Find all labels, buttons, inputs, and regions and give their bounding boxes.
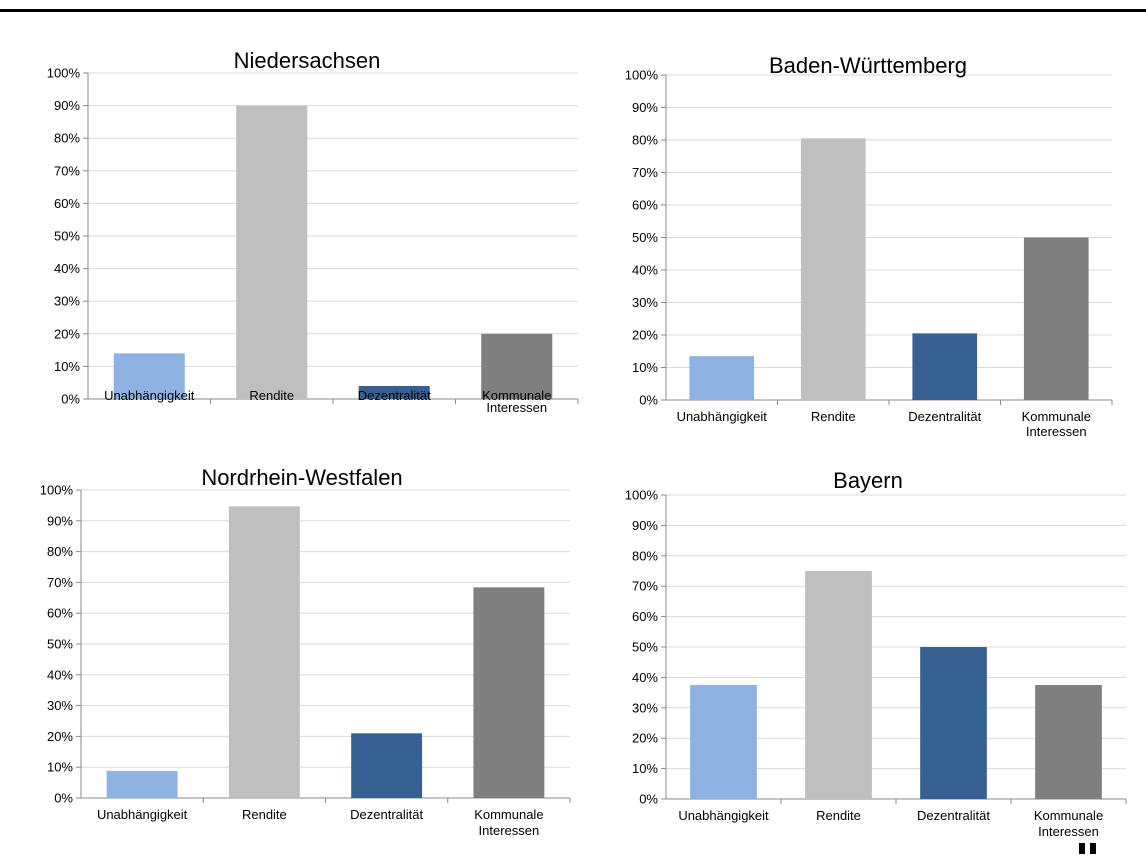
bar [351,733,423,798]
y-tick-label: 30% [54,294,80,309]
y-tick-label: 40% [632,670,658,685]
y-tick-label: 20% [54,326,80,341]
y-tick-label: 30% [47,698,73,713]
x-tick-label: Dezentralität [358,388,431,403]
x-tick-label: Unabhängigkeit [97,807,188,822]
bar [1035,685,1102,799]
x-tick-label: Unabhängigkeit [104,388,195,403]
y-tick-label: 90% [632,518,658,533]
y-tick-label: 60% [632,198,658,213]
bar [358,385,430,399]
bar [912,333,978,400]
y-tick-label: 90% [632,100,658,115]
y-tick-label: 0% [61,392,80,407]
x-tick-label: Rendite [249,388,294,403]
y-tick-label: 10% [54,359,80,374]
top-rule [0,9,1146,12]
y-tick-label: 50% [54,229,80,244]
bar [800,138,866,400]
chart-title: Bayern [833,468,903,493]
y-tick-label: 0% [54,791,73,806]
bar [805,571,872,799]
y-tick-label: 50% [632,230,658,245]
y-tick-label: 50% [47,637,73,652]
y-tick-label: 60% [54,196,80,211]
bar [1023,237,1089,400]
y-tick-label: 0% [639,393,658,408]
bar [481,333,553,399]
bar [473,587,545,798]
y-tick-label: 80% [47,544,73,559]
x-tick-label: Dezentralität [908,409,981,424]
y-tick-label: 80% [632,548,658,563]
x-tick-label: Kommunale Interessen [474,807,543,838]
y-tick-label: 20% [632,731,658,746]
bar [920,647,987,799]
y-tick-label: 60% [632,609,658,624]
y-tick-label: 10% [47,760,73,775]
bar [690,685,757,799]
y-tick-label: 20% [632,328,658,343]
x-tick-label: Dezentralität [350,807,423,822]
x-tick-label: Kommunale Interessen [1022,409,1091,439]
y-tick-label: 30% [632,295,658,310]
y-tick-label: 70% [47,575,73,590]
y-tick-label: 100% [625,68,659,83]
bar [106,770,178,798]
y-tick-label: 100% [47,66,81,81]
x-tick-label: Kommunale Interessen [482,388,551,415]
y-tick-label: 10% [632,360,658,375]
y-tick-label: 80% [632,133,658,148]
y-tick-label: 10% [632,761,658,776]
chart-title: Nordrhein-Westfalen [201,465,402,490]
y-tick-label: 100% [625,488,659,503]
x-tick-label: Unabhängigkeit [677,409,768,424]
y-tick-label: 100% [40,483,74,498]
bar [236,105,308,399]
y-tick-label: 20% [47,729,73,744]
y-tick-label: 60% [47,606,73,621]
bar [228,506,300,798]
x-tick-label: Kommunale Interessen [1034,808,1103,839]
corner-logo-fragment [1079,840,1103,854]
y-tick-label: 40% [54,261,80,276]
chart-title: Niedersachsen [234,48,381,73]
y-tick-label: 90% [47,513,73,528]
bar [113,353,185,399]
y-tick-label: 30% [632,700,658,715]
y-tick-label: 50% [632,640,658,655]
y-tick-label: 40% [632,263,658,278]
x-tick-label: Unabhängigkeit [678,808,769,823]
x-tick-label: Rendite [242,807,287,822]
y-tick-label: 40% [47,667,73,682]
x-tick-label: Rendite [816,808,861,823]
bar [689,356,755,400]
y-tick-label: 0% [639,792,658,807]
chart-title: Baden-Württemberg [769,53,967,78]
y-tick-label: 70% [632,579,658,594]
y-tick-label: 90% [54,98,80,113]
y-tick-label: 70% [632,165,658,180]
y-tick-label: 80% [54,131,80,146]
x-tick-label: Rendite [811,409,856,424]
x-tick-label: Dezentralität [917,808,990,823]
y-tick-label: 70% [54,163,80,178]
